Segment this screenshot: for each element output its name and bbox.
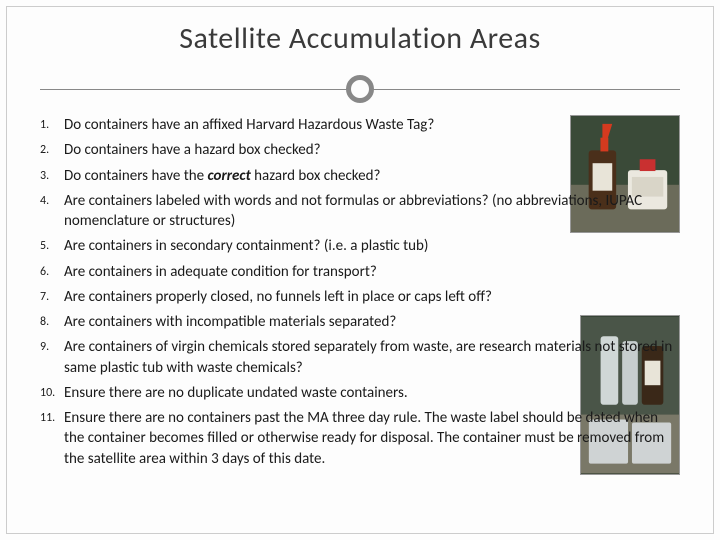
list-item: Do containers have an affixed Harvard Ha… <box>40 115 680 135</box>
list-item: Are containers of virgin chemicals store… <box>40 337 680 378</box>
list-item: Are containers properly closed, no funne… <box>40 287 680 307</box>
list-item: Are containers in adequate condition for… <box>40 262 680 282</box>
slide: Satellite Accumulation Areas <box>0 0 720 540</box>
list-item: Do containers have a hazard box checked? <box>40 140 680 160</box>
list-item: Are containers in secondary containment?… <box>40 236 680 256</box>
title-divider <box>40 75 680 105</box>
list-item: Ensure there are no containers past the … <box>40 408 680 469</box>
list-item: Are containers labeled with words and no… <box>40 191 680 232</box>
divider-circle-icon <box>346 75 374 103</box>
numbered-list: Do containers have an affixed Harvard Ha… <box>40 115 680 469</box>
content-area: Do containers have an affixed Harvard Ha… <box>40 115 680 469</box>
list-item: Do containers have the correct hazard bo… <box>40 166 680 186</box>
list-item: Ensure there are no duplicate undated wa… <box>40 383 680 403</box>
list-item: Are containers with incompatible materia… <box>40 312 680 332</box>
slide-title: Satellite Accumulation Areas <box>40 20 680 57</box>
